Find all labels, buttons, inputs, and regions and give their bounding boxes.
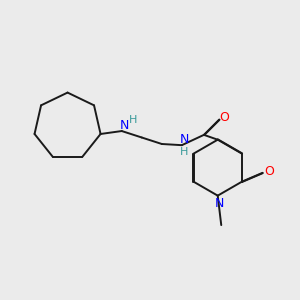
Text: H: H bbox=[129, 115, 137, 125]
Text: N: N bbox=[179, 134, 189, 146]
Text: N: N bbox=[119, 119, 129, 132]
Text: O: O bbox=[264, 165, 274, 178]
Text: N: N bbox=[215, 197, 224, 210]
Text: O: O bbox=[220, 111, 230, 124]
Text: H: H bbox=[180, 147, 188, 157]
